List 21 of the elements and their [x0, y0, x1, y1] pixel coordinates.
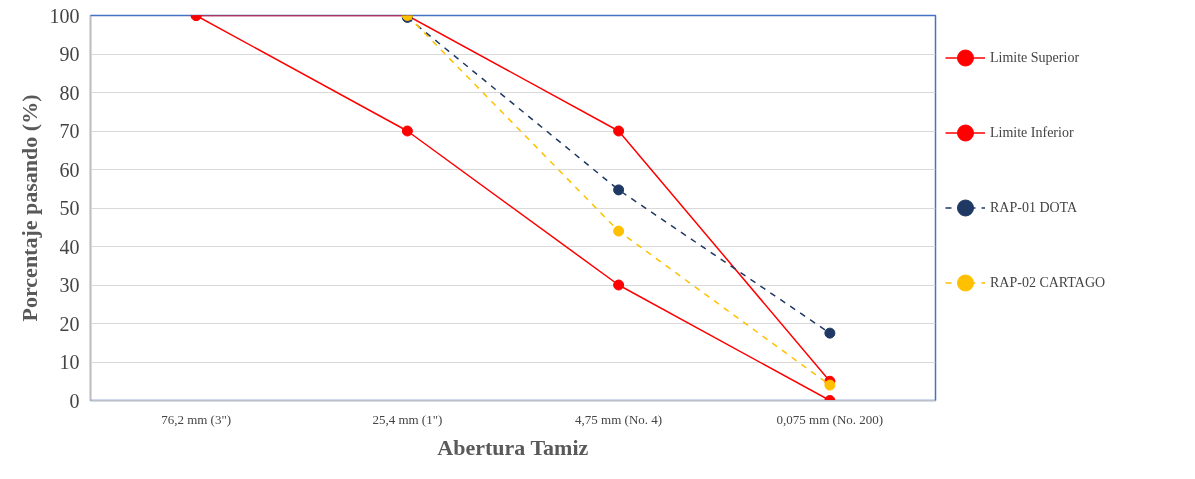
y-tick-label: 80 [59, 81, 80, 104]
y-tick-label: 30 [59, 274, 80, 296]
y-tick-label: 50 [59, 197, 80, 219]
x-tick-label: 76,2 mm (3") [161, 411, 232, 427]
y-tick-label: 40 [59, 235, 80, 258]
y-tick-label: 90 [59, 43, 80, 65]
y-tick-label: 0 [69, 389, 80, 412]
y-tick-label: 10 [59, 351, 80, 373]
y-axis-title: Porcentaje pasando (%) [16, 94, 42, 322]
y-tick-label: 60 [59, 158, 80, 181]
y-tick-label: 100 [49, 4, 80, 27]
y-tick-label: 70 [59, 120, 80, 142]
legend-label: RAP-01 DOTA [990, 198, 1078, 217]
x-tick-label: 25,4 mm (1") [372, 411, 443, 427]
legend-label: Limite Inferior [990, 123, 1074, 142]
legend-label: RAP-02 CARTAGO [990, 273, 1106, 292]
legend-label: Limite Superior [990, 48, 1080, 67]
y-tick-label: 20 [59, 312, 80, 335]
x-tick-label: 0,075 mm (No. 200) [776, 411, 884, 427]
x-axis-title: Abertura Tamiz [437, 434, 589, 460]
x-tick-label: 4,75 mm (No. 4) [575, 411, 663, 427]
